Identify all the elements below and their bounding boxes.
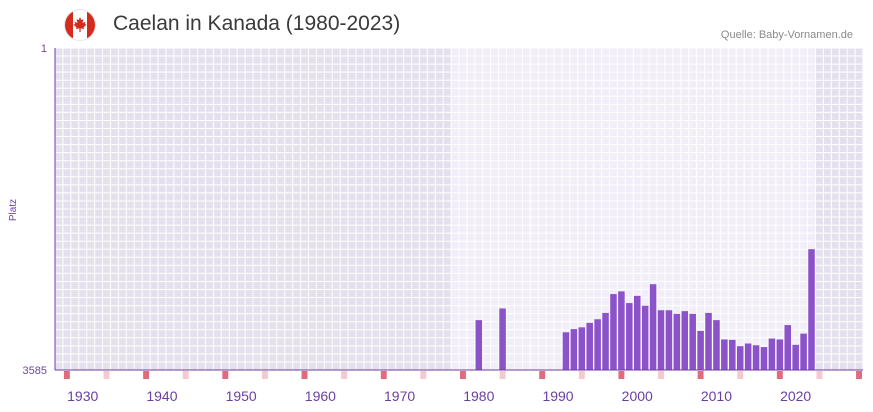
source-credit: Quelle: Baby-Vornamen.de [720, 29, 853, 41]
x-tick-label-1940: 1940 [146, 388, 177, 404]
y-tick-label-bottom: 3585 [23, 365, 47, 377]
bar-2005 [673, 313, 681, 370]
y-axis-ticks: 1 3585 [23, 43, 47, 377]
x-tick-label-1980: 1980 [463, 388, 494, 404]
bar-2013 [736, 346, 744, 370]
x-tick-label-2000: 2000 [622, 388, 653, 404]
half-decade-marker [341, 371, 348, 379]
half-decade-marker [499, 371, 506, 379]
y-axis-title: Platz [8, 199, 19, 221]
half-decade-marker [103, 371, 110, 379]
bar-1998 [618, 291, 625, 370]
bar-2006 [681, 311, 689, 370]
bar-2008 [697, 330, 704, 370]
x-tick-label-2020: 2020 [780, 388, 811, 404]
plot-grid [54, 47, 864, 371]
bar-series [475, 249, 815, 370]
bar-2003 [657, 310, 665, 370]
bar-2019 [784, 325, 792, 370]
x-tick-label-1990: 1990 [542, 388, 573, 404]
bar-2015 [752, 345, 760, 370]
bar-2021 [800, 333, 807, 370]
bar-1983 [499, 308, 506, 370]
chart-header: Caelan in Kanada (1980-2023) Quelle: Bab… [0, 0, 873, 48]
x-axis-ticks: 1930 1940 1950 1960 1970 1980 1990 2000 2010 2020 [67, 388, 811, 404]
x-tick-label-1930: 1930 [67, 388, 98, 404]
y-tick-label-top: 1 [41, 43, 47, 55]
x-tick-label-1950: 1950 [226, 388, 257, 404]
decade-marker [301, 371, 308, 379]
bar-1995 [594, 319, 601, 370]
bar-2011 [721, 339, 728, 370]
half-decade-marker [261, 371, 268, 379]
bar-2012 [729, 339, 736, 370]
half-decade-marker [737, 371, 744, 379]
decade-marker [697, 371, 704, 379]
bar-1999 [626, 303, 633, 370]
decade-marker [460, 371, 466, 379]
bar-1992 [570, 329, 578, 370]
bar-1997 [610, 294, 617, 370]
decade-marker [222, 371, 229, 379]
bar-1980 [475, 320, 483, 370]
half-decade-marker [578, 371, 585, 379]
bar-1991 [562, 332, 570, 370]
x-tick-label-1970: 1970 [384, 388, 415, 404]
bar-1993 [578, 327, 586, 370]
bar-2020 [792, 344, 799, 370]
bar-2018 [776, 339, 784, 370]
bar-2010 [713, 320, 720, 370]
bar-2016 [760, 347, 768, 370]
decade-marker [539, 371, 546, 379]
decade-marker [63, 371, 70, 379]
bar-2017 [768, 338, 776, 370]
decade-marker [618, 371, 625, 379]
x-tick-label-1960: 1960 [305, 388, 336, 404]
half-decade-marker [182, 371, 189, 379]
bar-2001 [641, 305, 649, 370]
bar-1994 [586, 322, 593, 370]
chart-title: Caelan in Kanada (1980-2023) [113, 12, 401, 35]
decade-marker [776, 371, 783, 379]
bar-2007 [689, 313, 696, 370]
decade-marker [856, 371, 862, 379]
half-decade-marker [816, 371, 823, 379]
bar-2002 [649, 284, 657, 370]
canada-flag-icon [64, 9, 96, 41]
axes [54, 48, 863, 371]
bar-2022 [808, 249, 815, 370]
decade-marker [380, 371, 387, 379]
year-markers [63, 371, 862, 379]
decade-marker [143, 371, 150, 379]
half-decade-marker [658, 371, 664, 379]
bar-2000 [633, 295, 641, 370]
x-tick-label-2010: 2010 [701, 388, 732, 404]
half-decade-marker [420, 371, 427, 379]
bar-1996 [602, 312, 609, 370]
bar-2004 [665, 310, 673, 370]
bar-2014 [744, 343, 752, 370]
bar-2009 [705, 312, 712, 370]
